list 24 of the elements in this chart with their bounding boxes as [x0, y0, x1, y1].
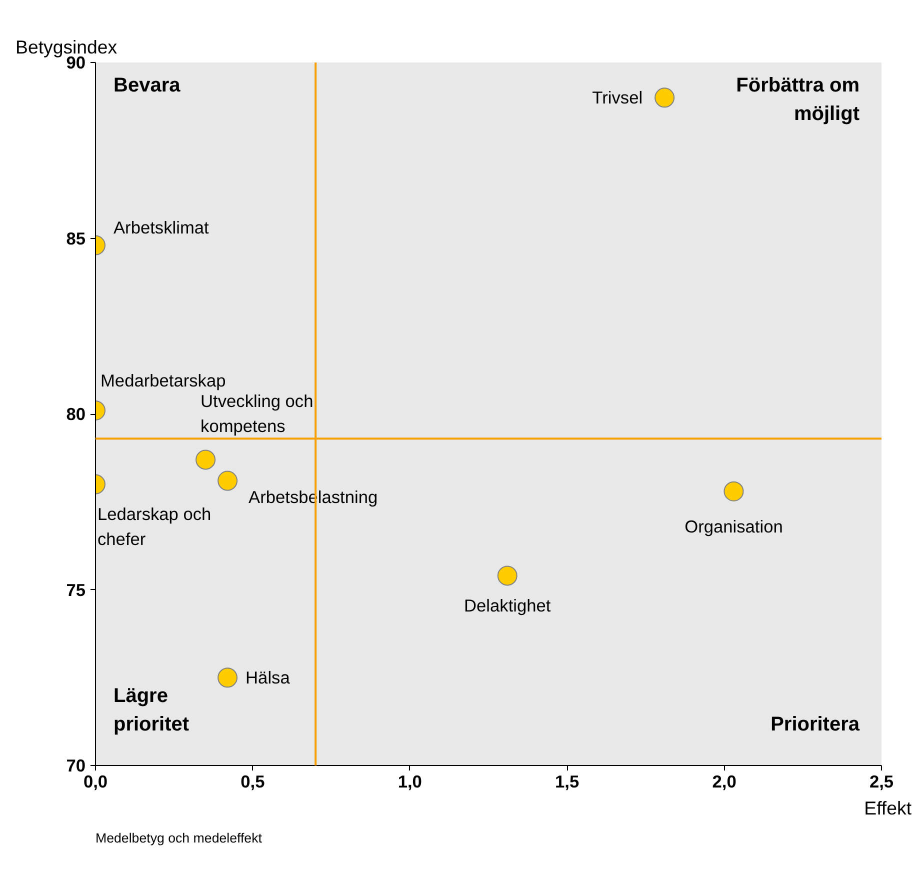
- annotation: Lägre prioritet: [114, 684, 190, 736]
- y-tick-label: 70: [66, 756, 86, 776]
- x-tick-label: 0,0: [83, 772, 108, 792]
- series-label: Utveckling och kompetens: [200, 391, 314, 436]
- x-tick-label: 2,5: [869, 772, 894, 792]
- x-axis-title: Effekt: [864, 798, 912, 818]
- series-label: Arbetsklimat: [114, 217, 210, 238]
- series-label: Trivsel: [592, 88, 643, 108]
- series-label: Ledarskap och chefer: [98, 504, 212, 549]
- x-tick-label: 0,5: [240, 772, 266, 792]
- y-tick-label: 75: [66, 580, 86, 600]
- y-tick-label: 80: [66, 404, 86, 424]
- series-label: Delaktighet: [464, 596, 551, 616]
- annotation: Prioritera: [770, 714, 860, 736]
- annotation: Bevara: [114, 74, 182, 96]
- x-tick-label: 1,5: [555, 772, 580, 792]
- y-tick-label: 85: [66, 228, 86, 248]
- text: Medelbetyg och medeleffekt: [96, 830, 262, 846]
- series-label: Medarbetarskap: [100, 370, 226, 390]
- annotation: Förbättra om möjligt: [736, 74, 860, 126]
- x-tick-label: 2,0: [712, 772, 736, 792]
- x-tick-label: 1,0: [398, 772, 422, 792]
- series-label: Organisation: [684, 516, 783, 536]
- series-label: Hälsa: [246, 668, 290, 688]
